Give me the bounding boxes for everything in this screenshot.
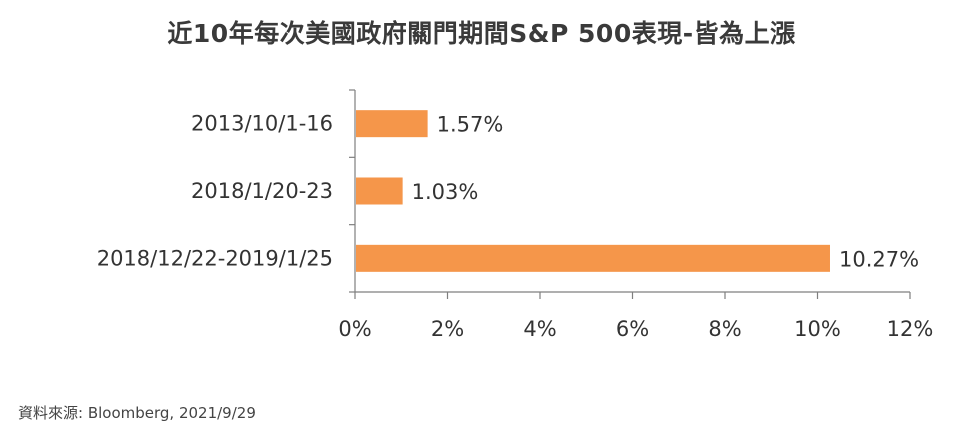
x-tick-label-2: 4% xyxy=(523,317,556,341)
x-tick-label-5: 10% xyxy=(794,317,841,341)
source-note: 資料來源: Bloomberg, 2021/9/29 xyxy=(18,404,256,422)
chart-title: 近10年每次美國政府關門期間S&P 500表現-皆為上漲 xyxy=(167,19,796,48)
data-label-3: 10.27% xyxy=(839,247,919,271)
x-tick-label-4: 8% xyxy=(708,317,741,341)
bars-layer xyxy=(356,110,830,272)
data-label-1: 1.57% xyxy=(437,113,504,137)
category-label-2: 2018/1/20-23 xyxy=(191,179,333,203)
x-tick-label-0: 0% xyxy=(338,317,371,341)
category-label-3: 2018/12/22-2019/1/25 xyxy=(97,246,333,270)
bar-3 xyxy=(356,244,830,272)
data-label-2: 1.03% xyxy=(412,180,479,204)
x-tick-label-6: 12% xyxy=(887,317,934,341)
bar-chart: 2013/10/1-16 1.57% 2018/1/20-23 1.03% 2018/1… xyxy=(97,89,934,341)
bar-1 xyxy=(356,110,428,138)
x-tick-label-3: 6% xyxy=(616,317,649,341)
category-label-1: 2013/10/1-16 xyxy=(191,112,333,136)
labels-layer: 2013/10/1-16 1.57% 2018/1/20-23 1.03% 2018/1… xyxy=(97,112,934,341)
bar-2 xyxy=(356,177,403,205)
axes-layer xyxy=(349,89,911,299)
x-tick-label-1: 2% xyxy=(431,317,464,341)
